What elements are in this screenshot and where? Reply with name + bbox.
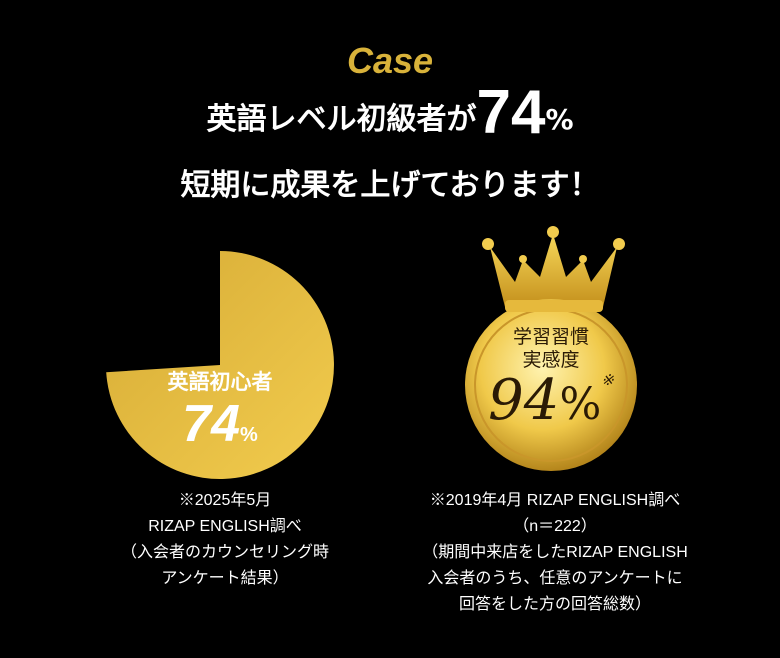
pie-value: 74%	[120, 394, 320, 454]
medal-line1: 学習習慣	[512, 326, 589, 348]
note-line: 入会者のうち、任意のアンケートに	[427, 570, 683, 587]
note-left: ※2025年5月 RIZAP ENGLISH調べ （入会者のカウンセリング時 ア…	[110, 488, 340, 592]
headline-line1: 英語レベル初級者が74%	[0, 82, 780, 145]
note-line: （n＝222）	[513, 518, 597, 535]
pie-slice	[106, 251, 334, 479]
note-line: アンケート結果）	[161, 570, 289, 587]
headline-line2: 短期に成果を上げております！	[180, 168, 600, 203]
medal-value: 94%※	[461, 368, 641, 433]
case-label: Case	[346, 40, 434, 81]
headline-text: 英語レベル初級者が	[206, 102, 477, 137]
pie-value-unit: %	[240, 424, 258, 446]
headline-number: 74	[476, 78, 546, 147]
note-line: RIZAP ENGLISH調べ	[148, 518, 302, 535]
note-line: （入会者のカウンセリング時	[120, 544, 329, 561]
headline-unit: %	[545, 103, 574, 136]
note-line: ※2019年4月 RIZAP ENGLISH調べ	[429, 492, 681, 509]
note-line: 回答をした方の回答総数）	[458, 596, 651, 613]
crown-medal-icon	[465, 226, 637, 471]
medal-note-mark: ※	[601, 371, 614, 389]
pie-chart	[106, 251, 334, 479]
pie-value-number: 74	[182, 395, 241, 453]
pie-label: 英語初心者	[167, 370, 273, 394]
note-line: （期間中来店をしたRIZAP ENGLISH	[422, 544, 688, 561]
medal-value-number: 94	[488, 368, 560, 433]
medal-line2: 実感度	[522, 349, 580, 371]
note-line: ※2025年5月	[178, 492, 272, 509]
medal-value-unit: %	[559, 379, 602, 430]
note-right: ※2019年4月 RIZAP ENGLISH調べ （n＝222） （期間中来店を…	[380, 488, 730, 618]
